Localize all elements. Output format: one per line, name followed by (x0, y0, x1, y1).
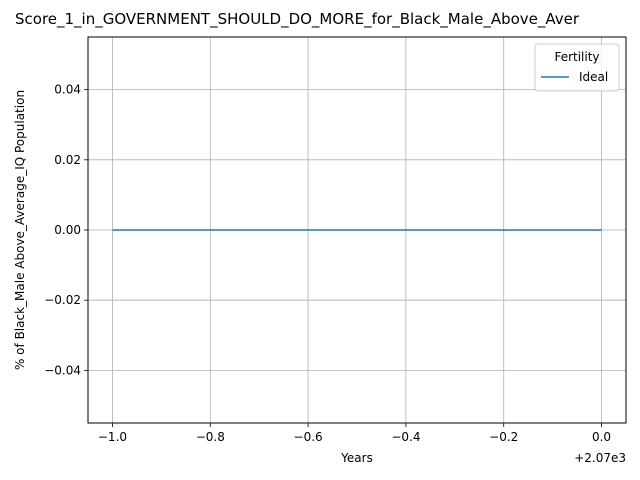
legend-title: Fertility (554, 50, 599, 64)
x-tick-label: −1.0 (98, 430, 127, 444)
x-tick-label: −0.6 (294, 430, 323, 444)
y-tick-label: 0.02 (54, 153, 81, 167)
y-axis-label: % of Black_Male Above_Average_IQ Populat… (13, 90, 27, 370)
x-tick-label: −0.2 (489, 430, 518, 444)
y-tick-label: −0.04 (44, 363, 81, 377)
y-tick-label: 0.00 (54, 223, 81, 237)
x-tick-label: −0.8 (196, 430, 225, 444)
x-tick-label: 0.0 (592, 430, 611, 444)
x-axis-offset-label: +2.07e3 (574, 451, 626, 465)
x-axis-label: Years (340, 451, 373, 465)
chart-title: Score_1_in_GOVERNMENT_SHOULD_DO_MORE_for… (15, 10, 580, 29)
legend-label: Ideal (579, 70, 608, 84)
y-tick-label: 0.04 (54, 83, 81, 97)
legend-box (534, 43, 620, 92)
legend: Fertility Ideal (534, 43, 620, 92)
x-tick-label: −0.4 (391, 430, 420, 444)
y-tick-label: −0.02 (44, 293, 81, 307)
axis-ticks: −1.0 −0.8 −0.6 −0.4 −0.2 0.0 −0.04 −0.02 0.00 0.0… (44, 83, 611, 444)
